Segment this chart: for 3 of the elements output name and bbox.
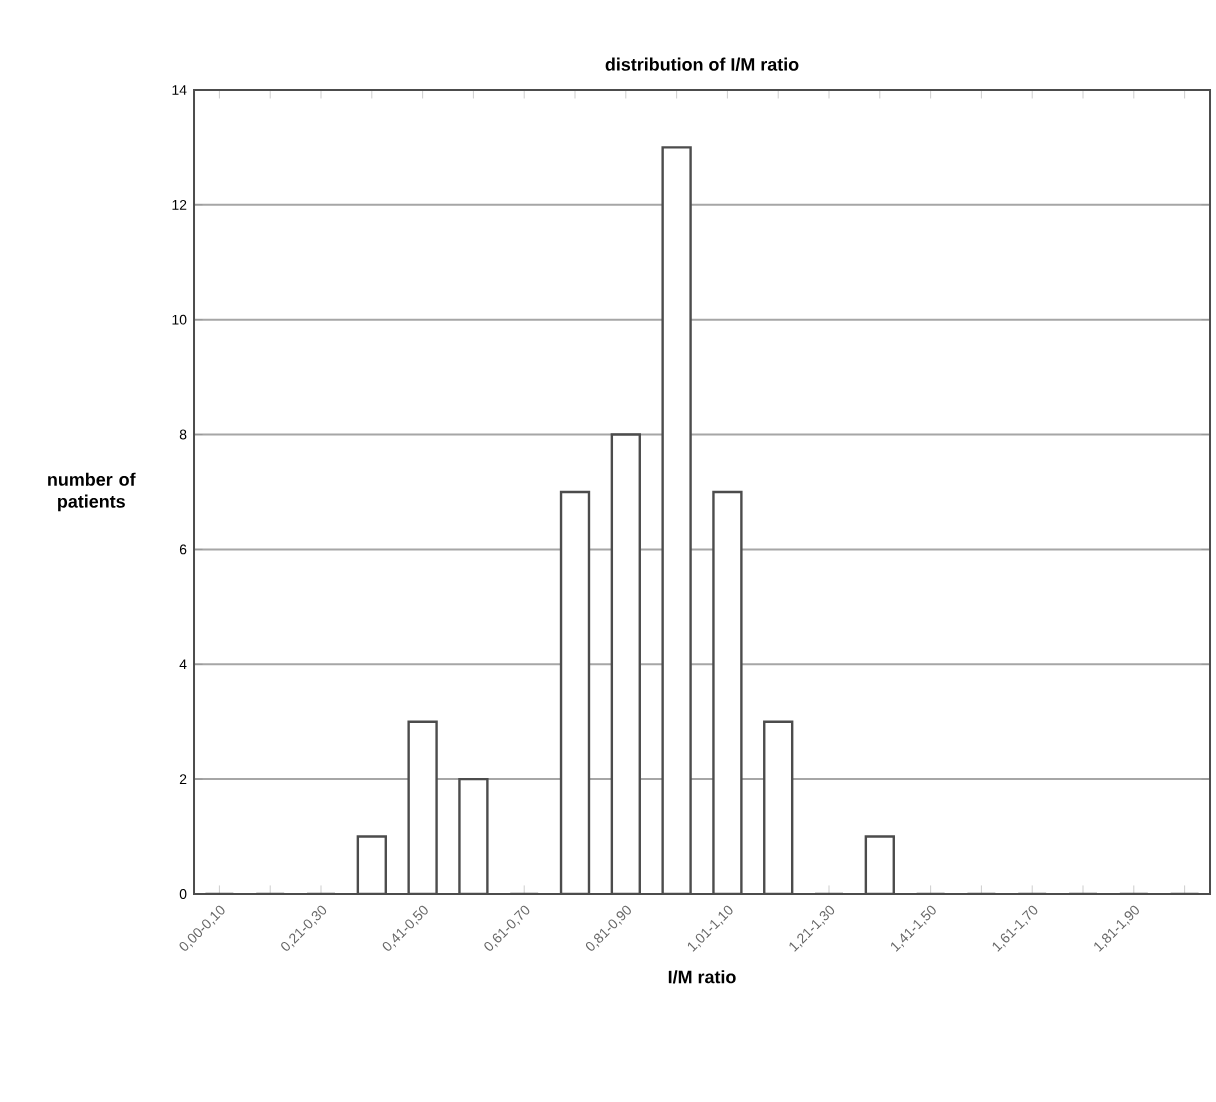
chart-title: distribution of I/M ratio bbox=[605, 57, 799, 71]
y-axis-title: number of patients bbox=[48, 472, 136, 512]
x-axis-title: I/M ratio bbox=[668, 970, 736, 984]
